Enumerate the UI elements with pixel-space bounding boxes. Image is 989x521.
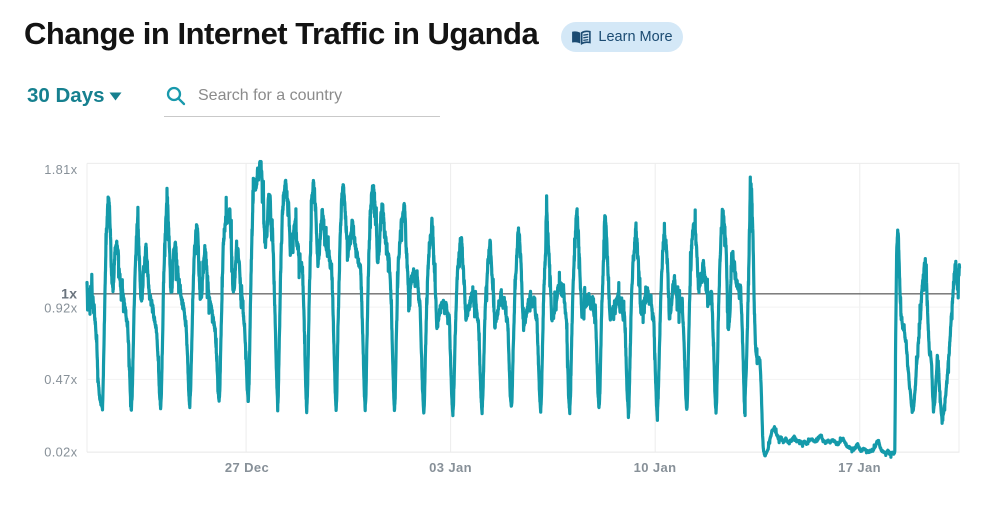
svg-text:0.92x: 0.92x — [44, 301, 78, 316]
svg-text:1.81x: 1.81x — [44, 162, 78, 177]
svg-text:0.02x: 0.02x — [44, 445, 78, 460]
svg-text:03 Jan: 03 Jan — [429, 460, 472, 475]
svg-text:1x: 1x — [61, 286, 77, 302]
svg-text:10 Jan: 10 Jan — [634, 460, 677, 475]
svg-text:17 Jan: 17 Jan — [838, 460, 881, 475]
svg-text:0.47x: 0.47x — [44, 372, 78, 387]
svg-text:27 Dec: 27 Dec — [225, 460, 269, 475]
